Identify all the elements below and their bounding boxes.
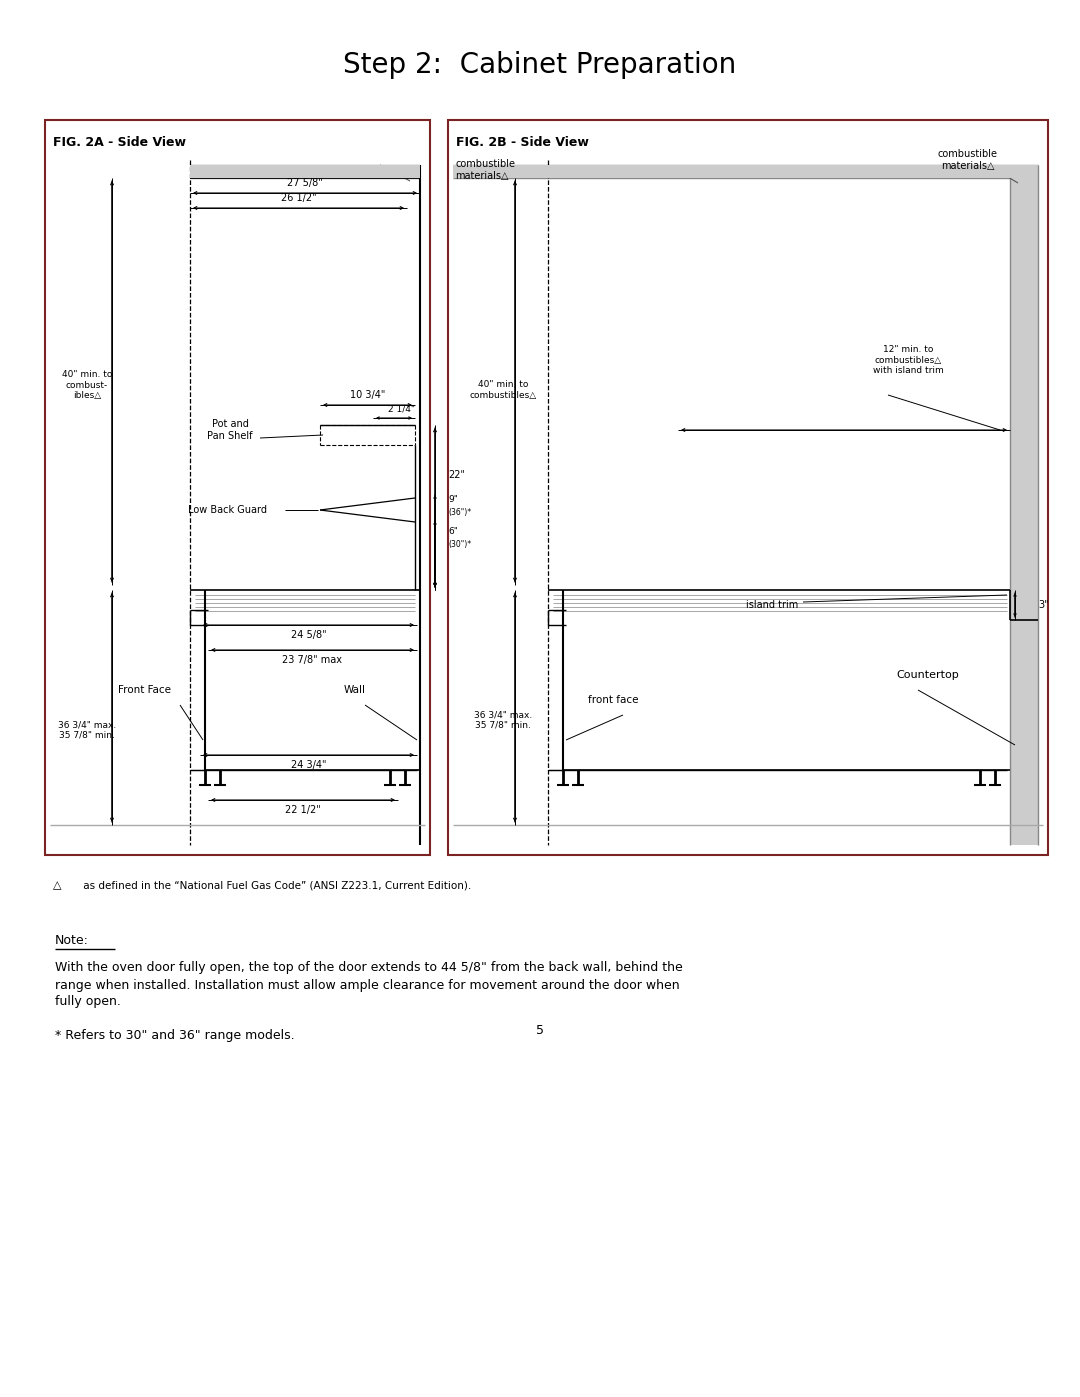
- Text: FIG. 2A - Side View: FIG. 2A - Side View: [53, 136, 186, 148]
- Text: 40" min. to
combustibles△: 40" min. to combustibles△: [470, 380, 537, 400]
- Text: 22 1/2": 22 1/2": [285, 805, 321, 814]
- Text: Front Face: Front Face: [119, 685, 172, 694]
- Text: combustible
materials△: combustible materials△: [455, 159, 515, 180]
- Text: 10 3/4": 10 3/4": [350, 390, 386, 400]
- Text: Countertop: Countertop: [896, 671, 959, 680]
- Text: 36 3/4" max.
35 7/8" min.: 36 3/4" max. 35 7/8" min.: [58, 721, 117, 739]
- Text: 40" min. to
combust-
ibles△: 40" min. to combust- ibles△: [62, 370, 112, 400]
- Bar: [448, 120, 1048, 855]
- Text: fully open.: fully open.: [55, 996, 121, 1009]
- Text: 27 5/8": 27 5/8": [287, 177, 323, 189]
- Text: (36")*: (36")*: [448, 507, 471, 517]
- Text: △: △: [53, 880, 62, 890]
- Text: 2 1/4": 2 1/4": [389, 405, 416, 414]
- Text: 3": 3": [1038, 599, 1049, 610]
- Text: 36 3/4" max.
35 7/8" min.: 36 3/4" max. 35 7/8" min.: [474, 710, 532, 729]
- Text: island trim: island trim: [746, 599, 798, 610]
- Text: FIG. 2B - Side View: FIG. 2B - Side View: [456, 136, 589, 148]
- Bar: [453, 165, 1032, 177]
- Text: * Refers to 30" and 36" range models.: * Refers to 30" and 36" range models.: [55, 1028, 295, 1042]
- Text: With the oven door fully open, the top of the door extends to 44 5/8" from the b: With the oven door fully open, the top o…: [55, 961, 683, 975]
- Text: 26 1/2": 26 1/2": [281, 193, 316, 203]
- Text: 23 7/8" max: 23 7/8" max: [283, 655, 342, 665]
- Text: Wall: Wall: [345, 685, 366, 694]
- Bar: [45, 120, 430, 855]
- Text: combustible
materials△: combustible materials△: [939, 149, 998, 170]
- Bar: [1010, 165, 1038, 845]
- Text: 5: 5: [536, 1024, 544, 1037]
- Text: (30")*: (30")*: [448, 539, 471, 549]
- Text: 22": 22": [448, 469, 465, 481]
- Bar: [190, 165, 420, 177]
- Text: 9": 9": [448, 496, 458, 504]
- Text: Note:: Note:: [55, 933, 89, 947]
- Text: range when installed. Installation must allow ample clearance for movement aroun: range when installed. Installation must …: [55, 978, 679, 992]
- Text: Pot and
Pan Shelf: Pot and Pan Shelf: [207, 419, 253, 441]
- Text: 6": 6": [448, 528, 458, 536]
- Text: 12" min. to
combustibles△
with island trim: 12" min. to combustibles△ with island tr…: [873, 345, 943, 374]
- Text: Low Back Guard: Low Back Guard: [189, 504, 268, 515]
- Text: front face: front face: [588, 694, 638, 705]
- Text: 24 3/4": 24 3/4": [291, 760, 326, 770]
- Text: as defined in the “National Fuel Gas Code” (ANSI Z223.1, Current Edition).: as defined in the “National Fuel Gas Cod…: [80, 880, 471, 890]
- Text: Step 2:  Cabinet Preparation: Step 2: Cabinet Preparation: [343, 52, 737, 80]
- Text: 24 5/8": 24 5/8": [291, 630, 326, 640]
